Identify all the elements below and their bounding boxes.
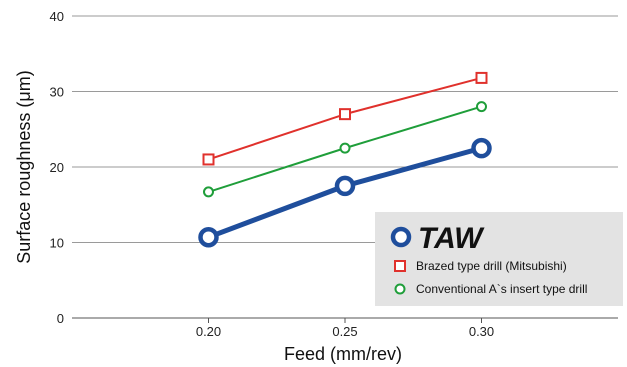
y-tick-label: 10 (50, 236, 64, 251)
gridlines (72, 15, 618, 243)
data-point-circle (198, 226, 219, 248)
data-series (198, 71, 492, 248)
legend-label: TAW (418, 222, 485, 255)
legend-label: Brazed type drill (Mitsubishi) (416, 259, 567, 273)
data-point-circle (476, 101, 487, 113)
x-tick-label: 0.25 (332, 324, 357, 339)
y-tick-label: 30 (50, 85, 64, 100)
data-point-circle (334, 175, 356, 197)
legend-box (375, 212, 623, 306)
data-point-circle (339, 142, 351, 154)
legend-marker-circle (394, 283, 406, 295)
legend-label: Conventional A`s insert type drill (416, 282, 587, 296)
data-point-circle (471, 137, 492, 159)
y-axis-title: Surface roughness (μm) (14, 70, 34, 263)
y-tick-label: 0 (57, 311, 64, 326)
legend: TAW Brazed type drill (Mitsubishi) Convent… (375, 212, 623, 306)
legend-marker-square (394, 260, 406, 272)
y-tick-label: 20 (50, 160, 64, 175)
data-point-square (202, 153, 215, 166)
y-tick-label: 40 (50, 9, 64, 24)
axes: 0 10 20 30 40 0.20 0.25 0.30 Feed (mm/rev) Surfac… (14, 9, 618, 364)
data-point-circle (203, 186, 214, 198)
data-point-square (339, 108, 351, 121)
x-axis-title: Feed (mm/rev) (284, 344, 402, 364)
legend-marker-circle (390, 226, 412, 248)
x-tick-label: 0.20 (196, 324, 221, 339)
x-tick-label: 0.30 (469, 324, 494, 339)
data-point-square (475, 71, 488, 84)
